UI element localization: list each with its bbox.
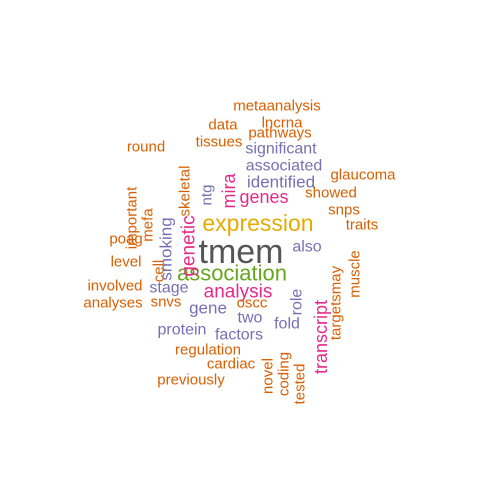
- word-regulation: regulation: [175, 342, 241, 359]
- word-also: also: [292, 239, 321, 256]
- word-coding: coding: [276, 352, 293, 396]
- word-involved: involved: [87, 278, 142, 295]
- word-smoking: smoking: [157, 217, 176, 280]
- word-transcript: transcript: [311, 300, 331, 374]
- word-snvs: snvs: [151, 294, 182, 311]
- word-analyses: analyses: [83, 295, 142, 312]
- word-targetsmay: targetsmay: [328, 265, 345, 340]
- word-ntg: ntg: [199, 185, 216, 206]
- word-data: data: [208, 117, 238, 134]
- word-skeletal: skeletal: [177, 166, 194, 217]
- word-mefa: mefa: [140, 208, 157, 242]
- word-fold: fold: [274, 316, 300, 333]
- word-previously: previously: [157, 372, 225, 389]
- word-lncrna: lncrna: [262, 115, 304, 132]
- word-tested: tested: [292, 364, 309, 405]
- word-pathways: pathways: [248, 125, 311, 142]
- word-role: role: [289, 289, 306, 316]
- word-oscc: oscc: [237, 295, 268, 312]
- word-glaucoma: glaucoma: [330, 167, 396, 184]
- word-round: round: [127, 139, 165, 156]
- word-identified: identified: [247, 173, 315, 192]
- word-showed: showed: [305, 185, 357, 202]
- word-important: important: [124, 186, 141, 249]
- word-traits: traits: [346, 217, 379, 234]
- word-level: level: [111, 254, 142, 271]
- word-genes: genes: [239, 187, 288, 207]
- word-factors: factors: [215, 327, 263, 344]
- word-significant: significant: [245, 141, 317, 158]
- word-stage: stage: [149, 280, 188, 297]
- word-snps: snps: [328, 202, 360, 219]
- word-protein: protein: [158, 322, 207, 339]
- word-mira: mira: [219, 173, 239, 209]
- word-novel: novel: [260, 358, 277, 394]
- word-gene: gene: [189, 299, 227, 318]
- word-two: two: [238, 310, 263, 327]
- word-tmem: tmem: [199, 233, 284, 271]
- word-cardiac: cardiac: [207, 356, 256, 373]
- word-cell: cell: [151, 260, 168, 283]
- word-analysis: analysis: [204, 282, 273, 303]
- word-genetic: genetic: [179, 215, 200, 276]
- word-association: association: [177, 261, 287, 286]
- word-muscle: muscle: [347, 250, 364, 298]
- word-expression: expression: [202, 210, 313, 236]
- word-tissues: tissues: [196, 134, 243, 151]
- word-metaanalysis: metaanalysis: [233, 98, 321, 115]
- word-associated: associated: [246, 158, 323, 175]
- word-poag: poag: [109, 231, 142, 248]
